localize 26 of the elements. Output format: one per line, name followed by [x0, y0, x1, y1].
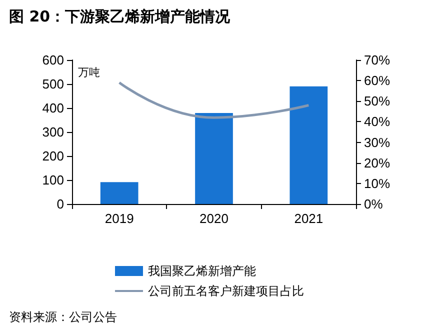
legend-label: 公司前五名客户新建项目占比	[148, 284, 304, 298]
bar	[100, 182, 138, 204]
bar	[290, 86, 328, 204]
y2-tick-label: 0%	[364, 196, 384, 212]
bar	[195, 113, 233, 204]
y2-tick-label: 10%	[364, 176, 390, 191]
x-tick-label: 2021	[294, 211, 324, 226]
y-tick-label: 500	[42, 76, 64, 92]
chart-title: 图 20：下游聚乙烯新增产能情况	[9, 8, 232, 26]
y-axis-title: 万吨	[78, 66, 100, 79]
y-tick-label: 300	[42, 124, 64, 140]
y-tick-label: 0	[56, 196, 64, 212]
y2-tick-label: 60%	[364, 73, 390, 88]
y2-tick-label: 50%	[364, 94, 390, 109]
text: 资料来源：公司公告	[9, 310, 117, 324]
x-tick-label: 2019	[104, 211, 134, 226]
y-tick-label: 200	[42, 148, 64, 164]
y2-tick-label: 70%	[364, 52, 390, 68]
y-tick-label: 600	[42, 52, 64, 68]
y2-tick-label: 40%	[364, 114, 390, 130]
legend-label: 我国聚乙烯新增产能	[148, 264, 256, 278]
y2-tick-label: 20%	[364, 155, 390, 170]
y-tick-label: 400	[42, 100, 64, 116]
x-tick-label: 2020	[200, 211, 228, 226]
y-tick-label: 100	[42, 172, 64, 188]
y2-tick-label: 30%	[364, 134, 390, 150]
